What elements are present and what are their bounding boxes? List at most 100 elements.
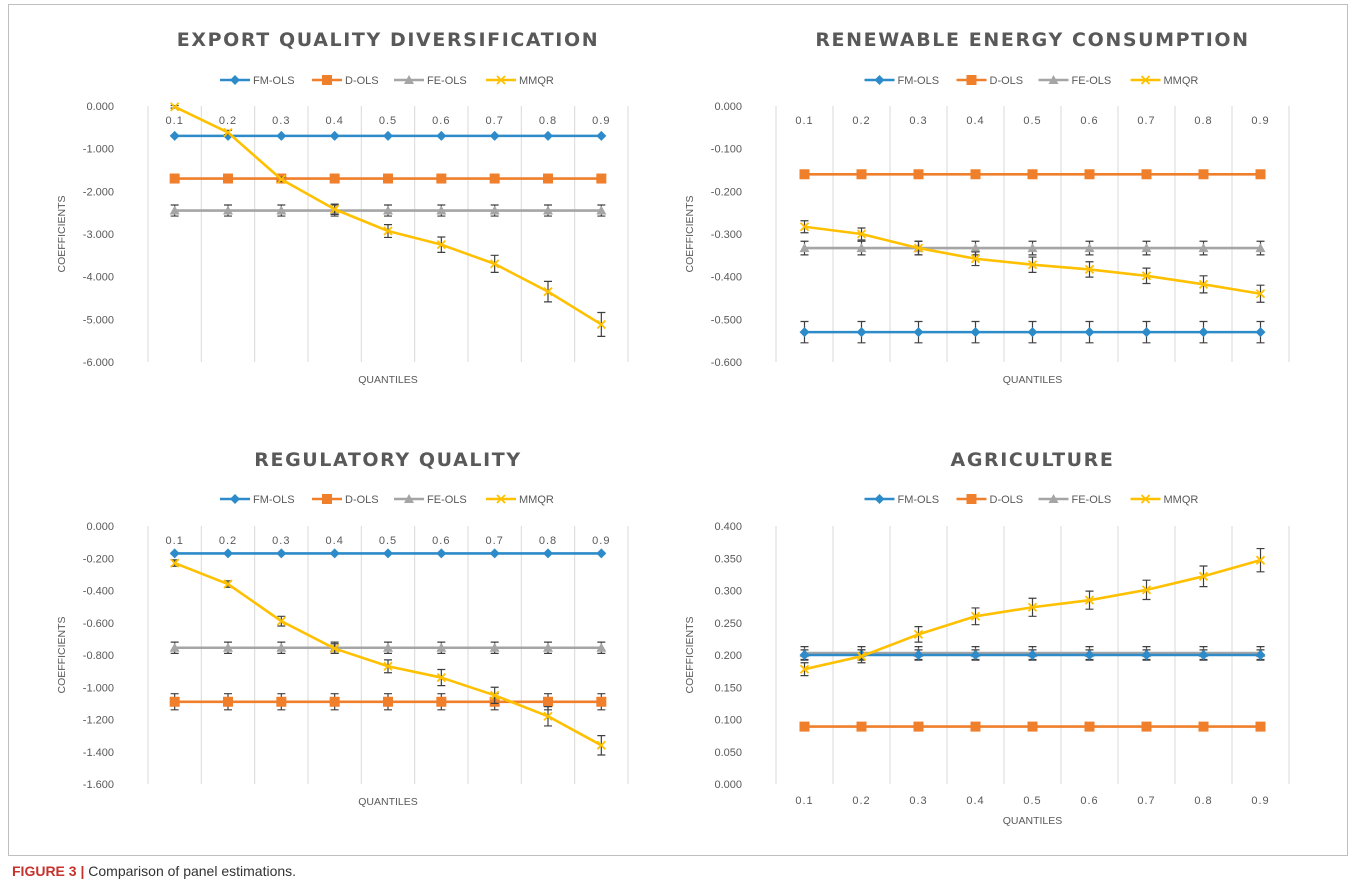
legend-item-fm-ols: FM-OLS	[864, 494, 939, 506]
data-point-d-ols	[436, 173, 447, 184]
y-tick-label: 0.200	[714, 650, 742, 662]
data-point-fe-ols	[169, 205, 180, 215]
series-d-ols	[169, 173, 607, 184]
data-point-fe-ols	[489, 205, 500, 215]
y-tick-label: 0.000	[714, 101, 742, 113]
series-d-ols	[799, 721, 1266, 732]
legend-marker-mmqr	[496, 494, 506, 504]
data-point-mmqr	[1198, 279, 1209, 289]
data-point-d-ols	[1198, 169, 1209, 180]
category-label: 0.4	[326, 535, 344, 547]
legend-label: D-OLS	[990, 494, 1024, 506]
series-fm-ols	[169, 130, 607, 141]
legend-item-fm-ols: FM-OLS	[220, 494, 295, 506]
series-fm-ols	[799, 649, 1266, 661]
legend-marker-fm-ols	[230, 494, 240, 504]
y-tick-label: -1.200	[83, 715, 114, 727]
legend-label: FE-OLS	[427, 75, 467, 87]
data-point-mmqr	[1255, 289, 1266, 299]
data-point-mmqr	[970, 254, 981, 264]
series-fm-ols	[799, 320, 1266, 344]
legend-marker-mmqr	[1140, 494, 1151, 504]
category-label: 0.9	[1251, 115, 1269, 127]
y-tick-label: -0.600	[711, 357, 742, 369]
legend-item-fe-ols: FE-OLS	[394, 494, 467, 506]
data-point-fm-ols	[436, 130, 447, 141]
data-point-mmqr	[596, 740, 606, 750]
data-point-mmqr	[1084, 264, 1095, 275]
chart-panel-regulatory-quality: REGULATORY QUALITY FM-OLS D-OLS FE-OLS MMQR 0…	[9, 433, 687, 843]
data-point-mmqr	[170, 558, 180, 568]
y-tick-label: -4.000	[83, 272, 114, 284]
data-point-d-ols	[383, 696, 393, 707]
legend-marker-d-ols	[966, 75, 977, 85]
category-label: 0.2	[852, 795, 870, 807]
data-point-mmqr	[1141, 585, 1152, 595]
x-axis-title: QUANTILES	[1003, 374, 1063, 386]
data-point-fm-ols	[329, 130, 340, 141]
legend-item-fe-ols: FE-OLS	[1038, 75, 1111, 87]
data-point-fm-ols	[329, 548, 340, 559]
category-label: 0.3	[272, 535, 290, 547]
category-label: 0.1	[166, 115, 184, 127]
y-axis-title: COEFFICIENTS	[684, 616, 696, 693]
data-point-mmqr	[596, 319, 606, 330]
data-point-d-ols	[1255, 169, 1266, 180]
data-point-mmqr	[276, 616, 286, 626]
x-axis-title: QUANTILES	[358, 374, 418, 386]
data-point-d-ols	[1084, 721, 1095, 732]
data-point-d-ols	[543, 173, 553, 184]
category-label: 0.7	[1137, 115, 1155, 127]
legend-label: MMQR	[519, 494, 554, 506]
data-point-fm-ols	[489, 130, 500, 141]
series-fe-ols	[169, 204, 607, 217]
category-label: 0.1	[166, 535, 184, 547]
legend-item-d-ols: D-OLS	[312, 494, 379, 506]
y-tick-label: 0.000	[714, 779, 742, 791]
data-point-fe-ols	[383, 205, 393, 215]
legend-label: D-OLS	[990, 75, 1024, 87]
data-point-d-ols	[543, 696, 553, 707]
legend-item-fm-ols: FM-OLS	[220, 75, 295, 87]
data-point-mmqr	[856, 229, 867, 239]
data-point-mmqr	[1198, 571, 1209, 581]
y-tick-label: 0.100	[714, 715, 742, 727]
series-d-ols	[799, 169, 1266, 180]
legend-marker-fm-ols	[874, 494, 885, 504]
chart-svg: AGRICULTURE FM-OLS D-OLS FE-OLS MMQR 0.400 0.3…	[684, 449, 1290, 827]
legend-label: D-OLS	[345, 494, 379, 506]
data-point-d-ols	[1084, 169, 1095, 180]
data-point-mmqr	[330, 643, 340, 654]
category-label: 0.3	[909, 795, 927, 807]
data-point-mmqr	[799, 664, 810, 674]
data-point-fm-ols	[1141, 327, 1152, 338]
data-point-fe-ols	[383, 642, 393, 652]
legend-marker-d-ols	[322, 494, 332, 504]
category-label: 0.8	[1194, 795, 1212, 807]
category-label: 0.5	[379, 115, 397, 127]
series-d-ols	[169, 693, 607, 711]
category-label: 0.1	[795, 795, 813, 807]
data-point-d-ols	[913, 721, 924, 732]
data-point-mmqr	[490, 259, 500, 269]
y-tick-label: 0.250	[714, 618, 742, 630]
legend-marker-mmqr	[496, 75, 506, 85]
data-point-fm-ols	[1027, 650, 1038, 660]
data-point-mmqr	[436, 672, 446, 683]
data-point-d-ols	[1027, 169, 1038, 180]
data-point-d-ols	[856, 169, 867, 180]
data-point-fm-ols	[913, 327, 924, 338]
data-point-mmqr	[1084, 595, 1095, 605]
category-label: 0.7	[486, 535, 504, 547]
data-point-fm-ols	[970, 650, 981, 660]
data-point-mmqr	[436, 240, 446, 250]
legend-item-d-ols: D-OLS	[312, 75, 379, 87]
y-tick-label: -0.600	[83, 618, 114, 630]
legend-marker-fe-ols	[404, 494, 414, 503]
data-point-fe-ols	[223, 642, 233, 652]
chart-title: REGULATORY QUALITY	[254, 449, 521, 471]
data-point-fe-ols	[543, 642, 553, 652]
y-tick-label: 0.050	[714, 747, 742, 759]
figure-frame: EXPORT QUALITY DIVERSIFICATION FM-OLS D-OL…	[8, 4, 1348, 856]
data-point-mmqr	[799, 222, 810, 232]
